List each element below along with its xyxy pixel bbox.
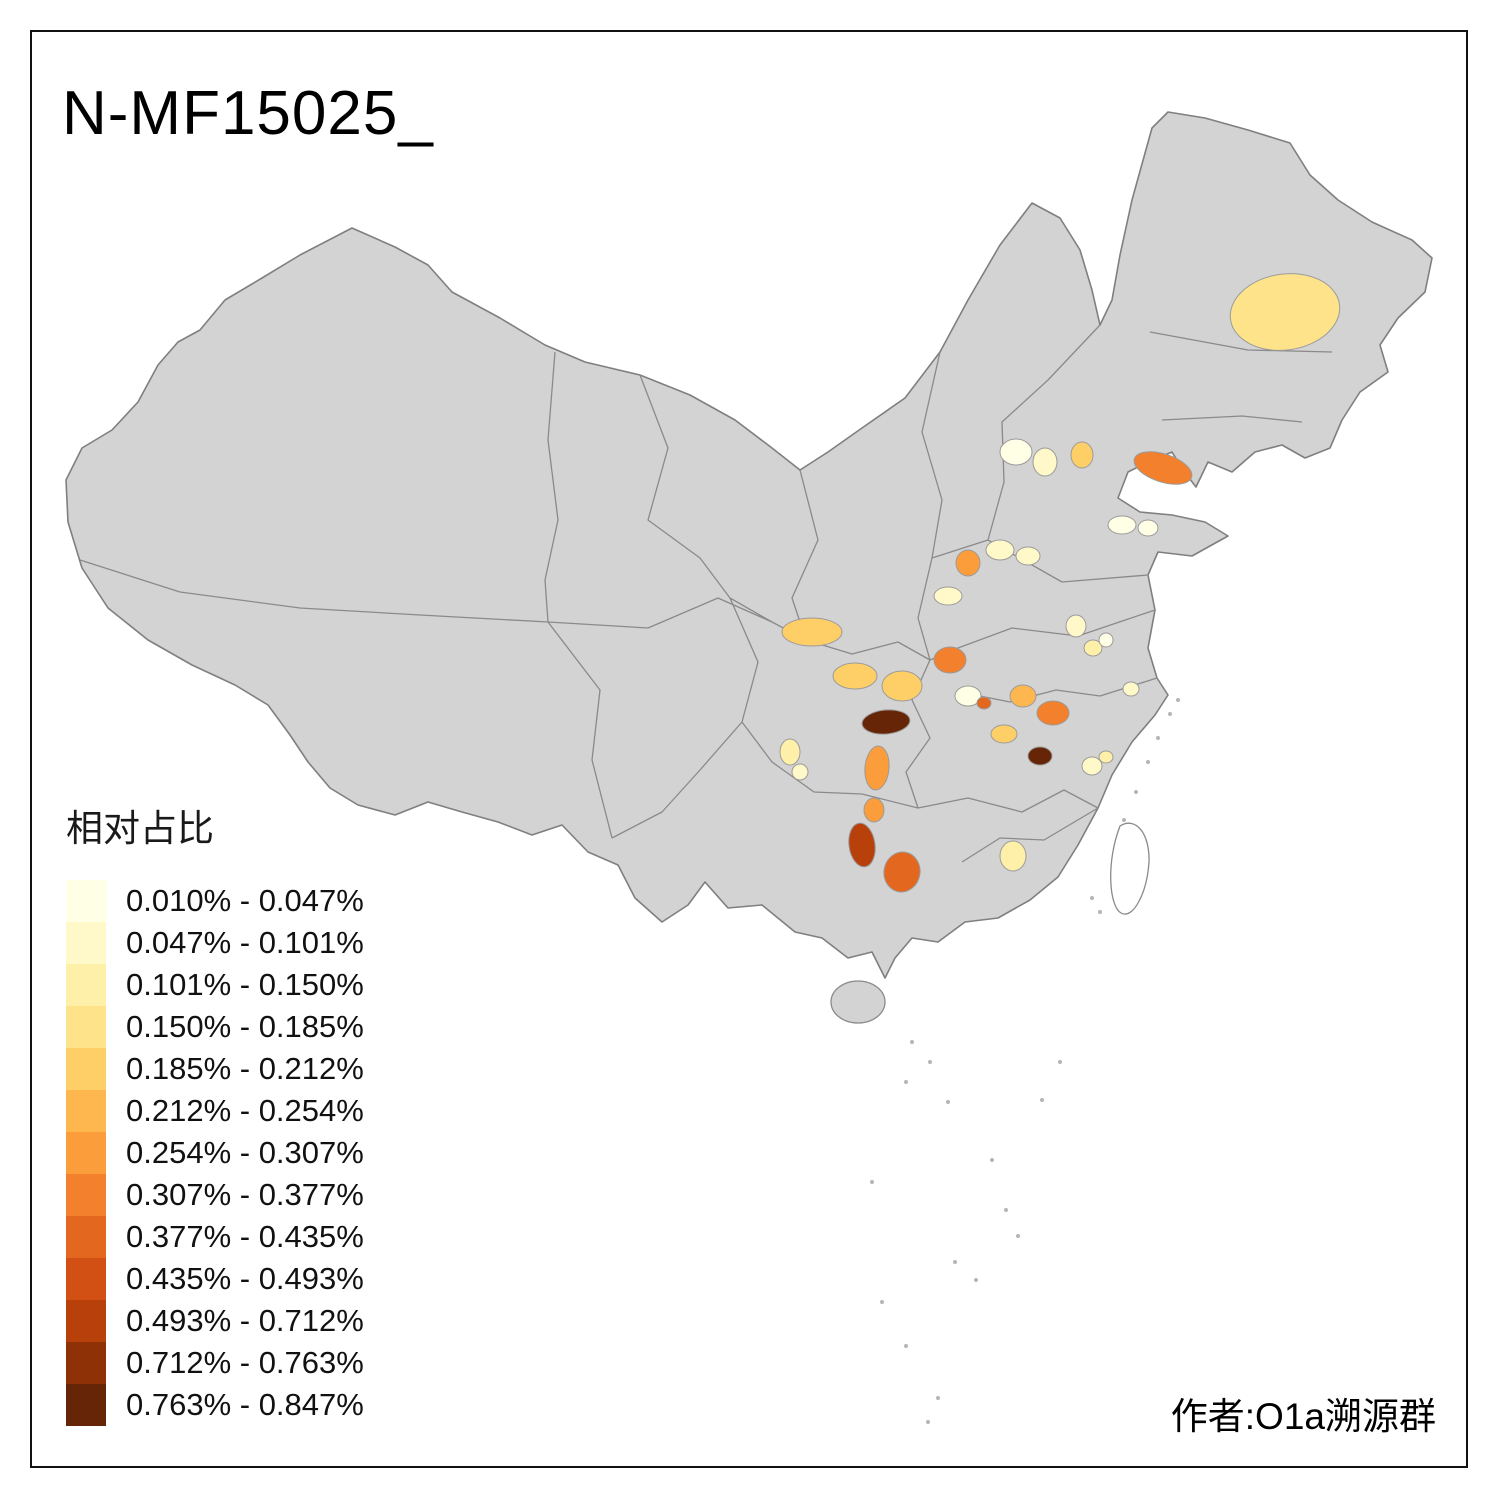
legend-swatch bbox=[66, 1216, 106, 1258]
map-region-15 bbox=[933, 646, 967, 674]
legend-title: 相对占比 bbox=[66, 808, 214, 849]
legend-label: 0.047% - 0.101% bbox=[126, 925, 364, 960]
legend-swatch bbox=[66, 880, 106, 922]
map-region-11 bbox=[933, 586, 963, 606]
legend-row-13: 0.763% - 0.847% bbox=[66, 1384, 364, 1426]
map-region-16 bbox=[954, 685, 982, 707]
map-region-9 bbox=[985, 539, 1015, 561]
map-region-14 bbox=[881, 670, 923, 702]
map-region-22 bbox=[861, 709, 911, 735]
province-borders bbox=[79, 324, 1333, 863]
map-region-19 bbox=[1036, 700, 1070, 726]
map-region-21 bbox=[1027, 746, 1053, 766]
legend-label: 0.307% - 0.377% bbox=[126, 1177, 364, 1212]
legend-label: 0.010% - 0.047% bbox=[126, 883, 364, 918]
legend-label: 0.212% - 0.254% bbox=[126, 1093, 364, 1128]
legend-swatch bbox=[66, 1300, 106, 1342]
choropleth-regions bbox=[779, 273, 1341, 893]
legend: 相对占比 0.010% - 0.047% 0.047% - 0.101% 0.101… bbox=[66, 798, 364, 1426]
map-region-1 bbox=[1229, 273, 1341, 351]
legend-swatch bbox=[66, 922, 106, 964]
legend-row-1: 0.010% - 0.047% bbox=[66, 880, 364, 922]
map-region-31 bbox=[1083, 639, 1103, 657]
map-region-6 bbox=[1107, 515, 1137, 535]
legend-label: 0.493% - 0.712% bbox=[126, 1303, 364, 1338]
legend-row-3: 0.101% - 0.150% bbox=[66, 964, 364, 1006]
legend-label: 0.101% - 0.150% bbox=[126, 967, 364, 1002]
legend-row-9: 0.377% - 0.435% bbox=[66, 1216, 364, 1258]
legend-label: 0.435% - 0.493% bbox=[126, 1261, 364, 1296]
legend-row-5: 0.185% - 0.212% bbox=[66, 1048, 364, 1090]
map-region-34 bbox=[1098, 750, 1114, 764]
legend-swatch bbox=[66, 1132, 106, 1174]
legend-swatch bbox=[66, 1090, 106, 1132]
legend-label: 0.150% - 0.185% bbox=[126, 1009, 364, 1044]
legend-label: 0.763% - 0.847% bbox=[126, 1387, 364, 1422]
legend-row-12: 0.712% - 0.763% bbox=[66, 1342, 364, 1384]
legend-swatch bbox=[66, 1174, 106, 1216]
legend-rows: 0.010% - 0.047% 0.047% - 0.101% 0.101% - 0… bbox=[66, 880, 364, 1426]
map-region-18 bbox=[1009, 684, 1037, 708]
map-region-28 bbox=[791, 763, 809, 781]
map-region-4 bbox=[1070, 441, 1094, 469]
legend-label: 0.377% - 0.435% bbox=[126, 1219, 364, 1254]
map-region-17 bbox=[976, 696, 992, 710]
map-region-29 bbox=[999, 840, 1027, 872]
legend-swatch bbox=[66, 1048, 106, 1090]
page-title: N-MF15025_ bbox=[62, 79, 434, 148]
hainan-island bbox=[830, 980, 886, 1024]
legend-row-8: 0.307% - 0.377% bbox=[66, 1174, 364, 1216]
legend-swatch bbox=[66, 1258, 106, 1300]
legend-swatch bbox=[66, 1384, 106, 1426]
attribution: 作者:O1a溯源群 bbox=[1170, 1396, 1436, 1437]
legend-row-4: 0.150% - 0.185% bbox=[66, 1006, 364, 1048]
map-region-5 bbox=[1133, 451, 1193, 485]
map-region-13 bbox=[832, 662, 878, 690]
legend-label: 0.185% - 0.212% bbox=[126, 1051, 364, 1086]
map-region-7 bbox=[1137, 519, 1159, 537]
legend-swatch bbox=[66, 1342, 106, 1384]
map-region-3 bbox=[1032, 447, 1058, 477]
legend-row-10: 0.435% - 0.493% bbox=[66, 1258, 364, 1300]
map-region-20 bbox=[990, 724, 1018, 744]
map-region-24 bbox=[863, 797, 885, 823]
map-region-33 bbox=[1081, 756, 1103, 776]
sea-islands bbox=[870, 698, 1180, 1424]
map-region-8 bbox=[955, 549, 981, 577]
legend-row-6: 0.212% - 0.254% bbox=[66, 1090, 364, 1132]
map-region-25 bbox=[848, 822, 876, 868]
map-region-27 bbox=[779, 738, 801, 766]
map-region-2 bbox=[999, 438, 1033, 466]
map-region-10 bbox=[1015, 546, 1041, 566]
legend-swatch bbox=[66, 964, 106, 1006]
map-region-26 bbox=[883, 851, 921, 893]
legend-row-7: 0.254% - 0.307% bbox=[66, 1132, 364, 1174]
map-region-23 bbox=[864, 745, 890, 791]
legend-row-11: 0.493% - 0.712% bbox=[66, 1300, 364, 1342]
taiwan-island bbox=[1110, 822, 1150, 915]
map-region-35 bbox=[1122, 681, 1140, 697]
legend-row-2: 0.047% - 0.101% bbox=[66, 922, 364, 964]
map-region-32 bbox=[1098, 632, 1114, 648]
legend-swatch bbox=[66, 1006, 106, 1048]
legend-label: 0.254% - 0.307% bbox=[126, 1135, 364, 1170]
legend-label: 0.712% - 0.763% bbox=[126, 1345, 364, 1380]
map-region-12 bbox=[781, 617, 843, 647]
map-region-30 bbox=[1065, 614, 1087, 638]
